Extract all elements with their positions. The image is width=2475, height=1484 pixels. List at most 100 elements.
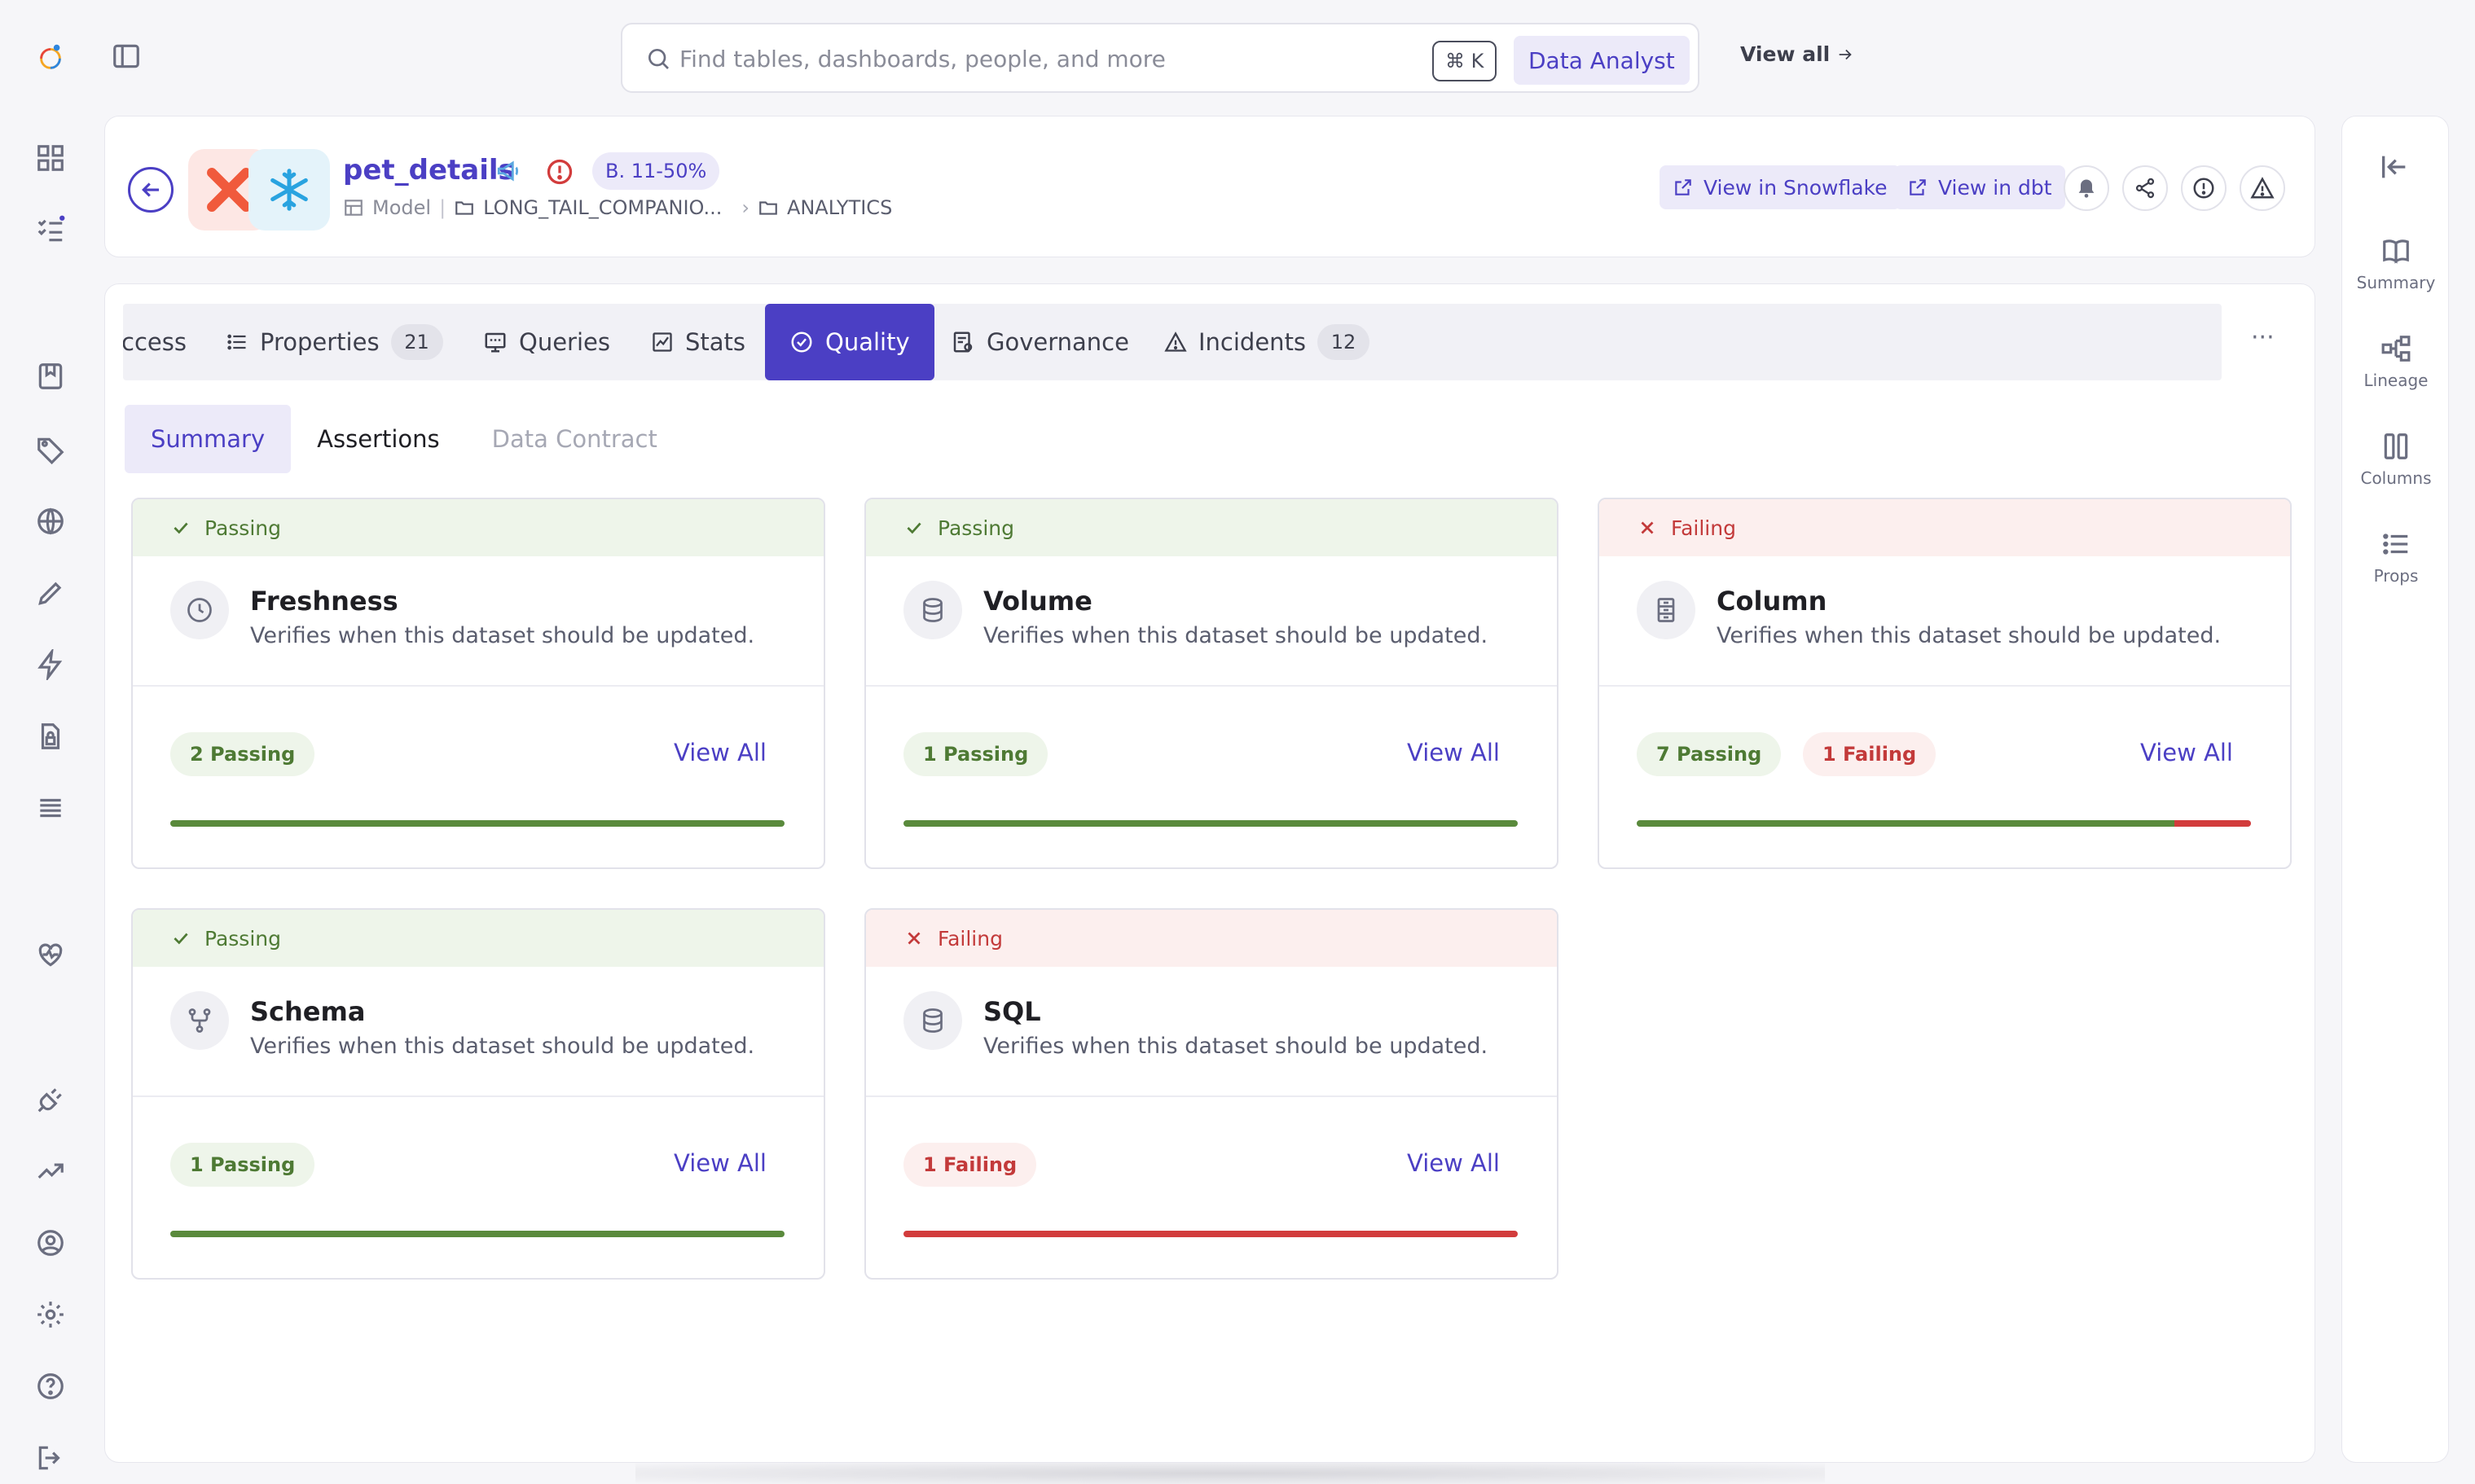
status-label: Passing: [204, 926, 281, 951]
assertion-description: Verifies when this dataset should be upd…: [250, 1034, 755, 1059]
chart-icon: [653, 332, 672, 352]
folder-icon: [759, 201, 777, 215]
view-all-button[interactable]: View All: [674, 1149, 767, 1177]
breadcrumb-database[interactable]: LONG_TAIL_COMPANIO...: [483, 196, 723, 219]
check-icon: [174, 933, 188, 945]
status-label: Failing: [1671, 516, 1736, 540]
assertion-title: SQL: [983, 996, 1041, 1027]
tab-label: Quality: [825, 328, 910, 356]
arrow-left-icon: [142, 182, 159, 197]
rail-label: Props: [2373, 566, 2419, 586]
view-all-button[interactable]: View All: [1407, 1149, 1500, 1177]
pencil-icon[interactable]: [31, 573, 70, 612]
tab-label: Stats: [685, 328, 746, 356]
tab-queries[interactable]: Queries: [483, 304, 610, 380]
glossary-icon[interactable]: [31, 357, 70, 396]
search-box[interactable]: ⌘ K Data Analyst: [621, 23, 1699, 93]
rail-label: Lineage: [2363, 371, 2429, 390]
rail-label: Summary: [2356, 273, 2436, 292]
globe-icon[interactable]: [31, 502, 70, 541]
table-icon: [345, 200, 363, 216]
entity-name[interactable]: pet_details: [343, 154, 515, 187]
governance-icon: [953, 331, 973, 353]
share-icon: [2135, 178, 2155, 199]
sidebar-toggle-icon[interactable]: [111, 41, 147, 77]
gear-icon[interactable]: [31, 1295, 70, 1334]
error-icon[interactable]: [545, 157, 574, 187]
user-circle-icon[interactable]: [31, 1223, 70, 1262]
tab-properties[interactable]: Properties 21: [226, 304, 443, 380]
logout-icon[interactable]: [31, 1438, 70, 1477]
check-icon: [907, 522, 921, 534]
entity-type: Model: [372, 196, 432, 219]
tab-access[interactable]: ccess: [123, 304, 187, 380]
app-logo[interactable]: [31, 37, 70, 77]
tab-count: 12: [1317, 324, 1370, 360]
tab-quality[interactable]: Quality: [765, 304, 934, 380]
divider: [133, 1095, 824, 1097]
view-all-button[interactable]: View All: [2140, 739, 2233, 766]
tab-stats[interactable]: Stats: [651, 304, 745, 380]
role-chip[interactable]: Data Analyst: [1514, 36, 1690, 85]
tab-governance[interactable]: Governance: [951, 304, 1129, 380]
collapse-panel-icon[interactable]: [2378, 151, 2411, 183]
folder-icon: [455, 201, 473, 215]
back-button[interactable]: [128, 167, 174, 213]
bottom-shadow: [635, 1463, 1825, 1484]
plug-icon[interactable]: [31, 1080, 70, 1119]
grid-icon[interactable]: [31, 138, 70, 178]
divider: [866, 685, 1557, 687]
lightning-icon[interactable]: [31, 645, 70, 684]
entity-header: pet_details B. 11-50% Model | LONG_TAIL_…: [104, 116, 2315, 257]
assertion-progress-bar: [903, 1231, 1518, 1237]
view-in-dbt-button[interactable]: View in dbt: [1894, 165, 2065, 209]
list-icon[interactable]: [31, 788, 70, 828]
more-tabs-button[interactable]: ···: [2251, 323, 2275, 352]
assertion-card-sql: Failing SQL Verifies when this dataset s…: [864, 908, 1558, 1280]
assertion-card-column: Failing Column Verifies when this datase…: [1598, 498, 2292, 869]
help-icon[interactable]: [31, 1367, 70, 1406]
announcement-icon[interactable]: [493, 157, 525, 185]
bell-icon: [2078, 179, 2095, 198]
assertion-description: Verifies when this dataset should be upd…: [1717, 623, 2222, 648]
tag-icon[interactable]: [31, 430, 70, 469]
subscribe-button[interactable]: [2064, 165, 2109, 211]
passing-count-pill: 7 Passing: [1637, 732, 1782, 776]
health-badge[interactable]: B. 11-50%: [592, 152, 720, 190]
database-icon: [903, 991, 962, 1050]
tab-label: Queries: [519, 328, 610, 356]
rail-summary[interactable]: Summary: [2342, 235, 2450, 292]
status-banner: Passing: [866, 499, 1557, 556]
subtab-assertions[interactable]: Assertions: [317, 425, 440, 453]
warning-button[interactable]: [2240, 165, 2285, 211]
chevron-right-icon: ›: [741, 196, 750, 219]
share-button[interactable]: [2122, 165, 2168, 211]
tab-incidents[interactable]: Incidents 12: [1164, 304, 1370, 380]
assertion-card-freshness: Passing Freshness Verifies when this dat…: [131, 498, 825, 869]
subtab-summary[interactable]: Summary: [125, 405, 292, 473]
document-lock-icon[interactable]: [31, 717, 70, 756]
assertion-card-volume: Passing Volume Verifies when this datase…: [864, 498, 1558, 869]
rail-columns[interactable]: Columns: [2342, 431, 2450, 488]
trending-icon[interactable]: [31, 1152, 70, 1191]
status-label: Failing: [938, 926, 1003, 951]
passing-count-pill: 1 Passing: [903, 732, 1048, 776]
assertion-title: Schema: [250, 996, 366, 1027]
view-all-link[interactable]: View all: [1740, 42, 1854, 66]
entity-meta: Model | LONG_TAIL_COMPANIO... › ANALYTIC…: [343, 196, 892, 219]
view-all-button[interactable]: View All: [1407, 739, 1500, 766]
arrow-right-icon: [1839, 49, 1852, 59]
view-all-button[interactable]: View All: [674, 739, 767, 766]
rail-lineage[interactable]: Lineage: [2342, 333, 2450, 390]
passing-count-pill: 2 Passing: [170, 732, 315, 776]
search-input[interactable]: [679, 41, 1413, 77]
tasks-icon[interactable]: [31, 210, 70, 249]
breadcrumb-schema[interactable]: ANALYTICS: [786, 196, 893, 219]
sql-monitor-icon: [485, 332, 506, 353]
raise-incident-button[interactable]: [2181, 165, 2227, 211]
rail-props[interactable]: Props: [2342, 529, 2450, 586]
subtab-data-contract: Data Contract: [491, 425, 657, 453]
health-heart-icon[interactable]: [31, 935, 70, 974]
view-in-snowflake-button[interactable]: View in Snowflake: [1660, 165, 1901, 209]
right-rail: Summary Lineage Columns Props: [2341, 116, 2449, 1463]
